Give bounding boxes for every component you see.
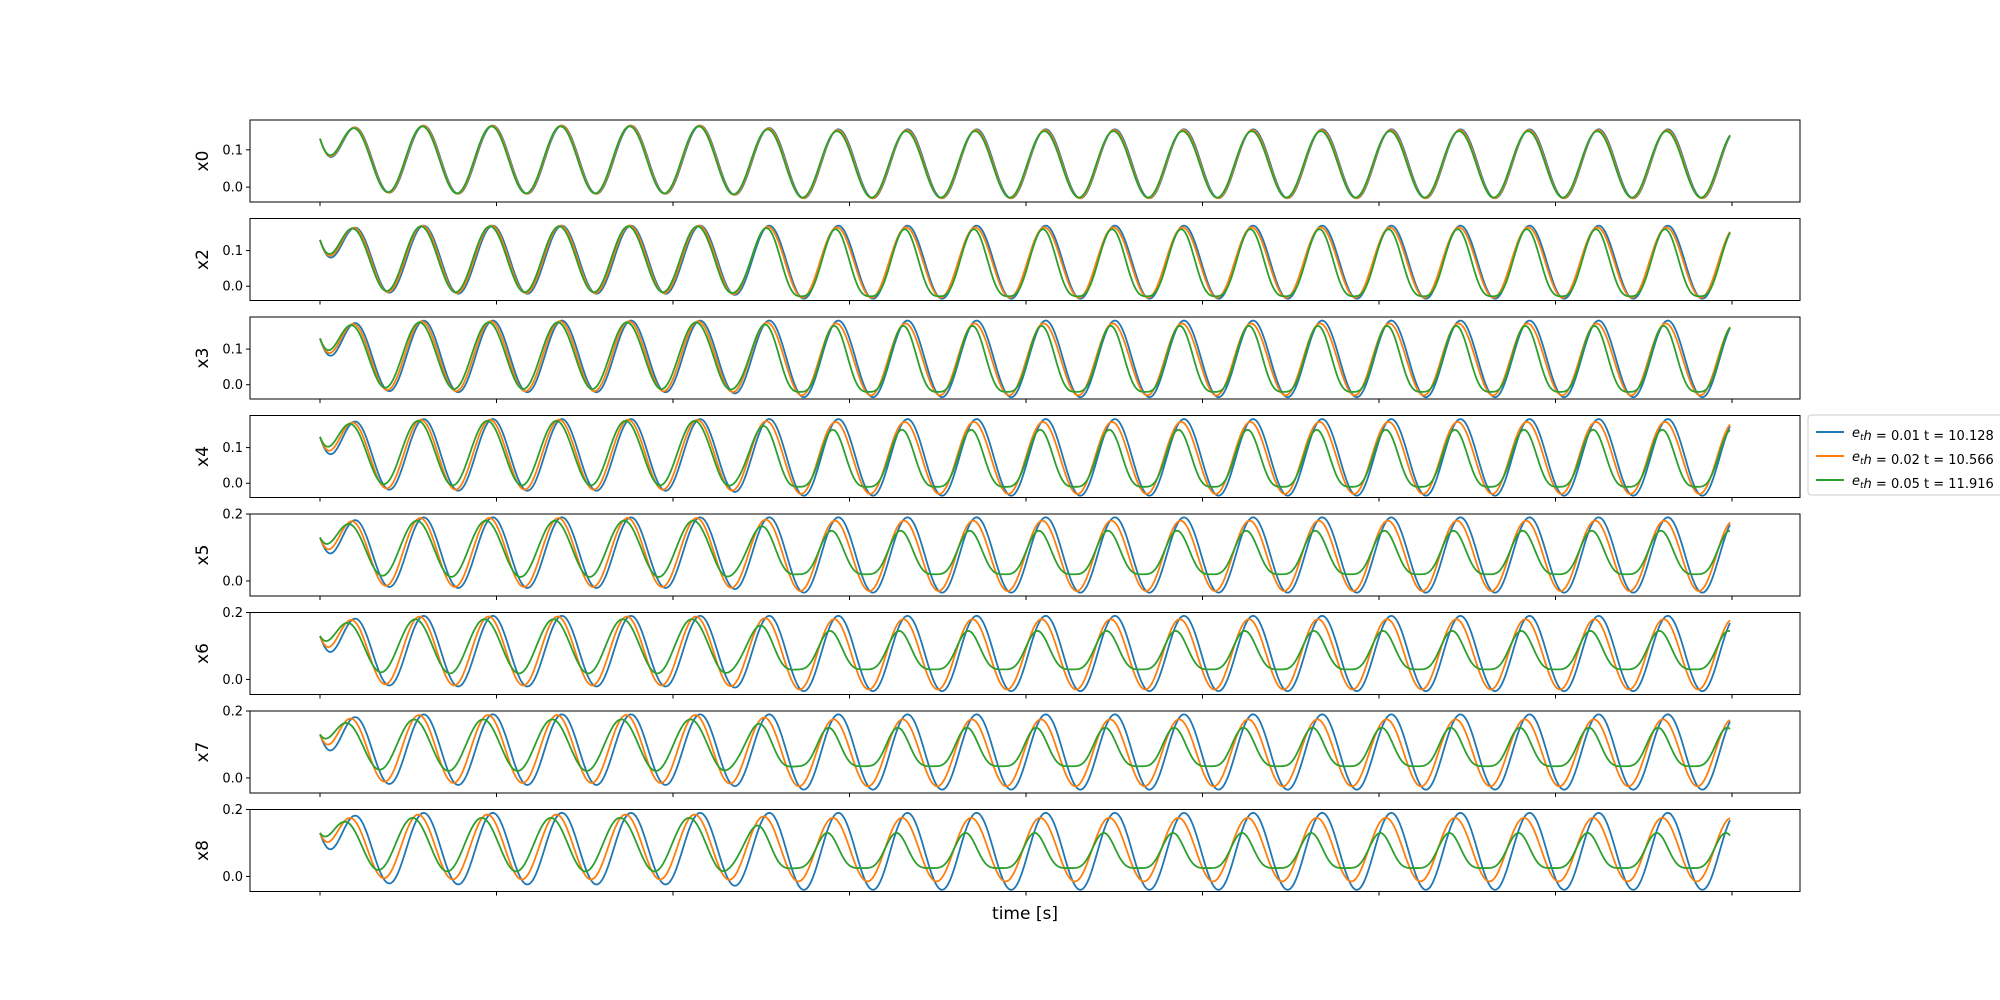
series-line-x7-2	[319, 718, 1731, 772]
subplot-x4: 0.0 0.1 x4	[193, 415, 1801, 502]
y-tick-label: 0.0	[222, 181, 243, 196]
y-tick-label: 0.2	[222, 705, 243, 720]
y-axis-label-x7: x7	[193, 742, 213, 763]
series-line-x4-0	[319, 418, 1731, 497]
series-line-x4-2	[319, 419, 1731, 488]
legend-entry-2: eth = 0.05 t = 11.916	[1852, 474, 1994, 492]
y-tick-label: 0.1	[222, 244, 243, 259]
y-axis-label-x5: x5	[193, 545, 213, 566]
y-axis-label-x6: x6	[193, 643, 213, 664]
y-axis-label-x8: x8	[193, 840, 213, 861]
series-line-x3-2	[319, 321, 1731, 393]
series-line-x0-1	[319, 124, 1731, 200]
y-tick-label: 0.2	[222, 508, 243, 523]
axes-frame	[249, 809, 1801, 892]
series-line-x5-0	[319, 516, 1731, 594]
y-tick-label: 0.2	[222, 803, 243, 818]
series-line-x0-0	[319, 124, 1731, 200]
series-line-x8-2	[319, 816, 1731, 873]
x-axis-label: time [s]	[992, 904, 1058, 924]
y-tick-label: 0.1	[222, 343, 243, 358]
y-tick-label: 0.0	[222, 771, 243, 786]
axes-frame	[249, 612, 1801, 695]
series-line-x6-0	[319, 614, 1731, 693]
series-line-x6-1	[319, 615, 1731, 691]
subplot-x5: 0.0 0.2 x5	[193, 508, 1801, 600]
axes-frame	[249, 218, 1801, 301]
subplot-x6: 0.0 0.2 x6	[193, 606, 1801, 699]
subplot-x8: 0.0 0.2 x8	[193, 803, 1801, 896]
axes-frame	[249, 513, 1801, 597]
subplot-x0: 0.0 0.1 x0	[193, 119, 1801, 206]
axes-frame	[249, 119, 1801, 203]
legend-entry-0: eth = 0.01 t = 10.128	[1852, 426, 1994, 444]
y-tick-label: 0.0	[222, 673, 243, 688]
y-tick-label: 0.2	[222, 606, 243, 621]
axes-frame	[249, 316, 1801, 400]
subplot-x3: 0.0 0.1 x3	[193, 316, 1801, 403]
subplot-x2: 0.0 0.1 x2	[193, 218, 1801, 305]
axes-frame	[249, 415, 1801, 498]
y-tick-label: 0.0	[222, 378, 243, 393]
y-tick-label: 0.0	[222, 870, 243, 885]
y-axis-label-x2: x2	[193, 249, 213, 270]
series-line-x6-2	[319, 618, 1731, 675]
y-tick-label: 0.0	[222, 280, 243, 295]
series-line-x3-1	[319, 320, 1731, 397]
y-axis-label-x4: x4	[193, 446, 213, 467]
subplot-x7: 0.0 0.2 x7	[193, 705, 1801, 797]
series-line-x7-1	[319, 714, 1731, 788]
series-line-x2-2	[319, 225, 1731, 298]
series-line-x4-1	[319, 418, 1731, 495]
axes-frame	[249, 710, 1801, 794]
legend: eth = 0.01 t = 10.128 eth = 0.02 t = 10.5…	[1807, 414, 2000, 496]
legend-box	[1807, 414, 2000, 496]
series-line-x5-2	[319, 519, 1731, 578]
y-tick-label: 0.0	[222, 574, 243, 589]
subplots-group: 0.0 0.1 x0 0.0 0.1 x2 0.0 0.1 x3 0.0 0.1 x4 0.0 0.2 x5…	[193, 119, 1801, 896]
y-axis-label-x3: x3	[193, 348, 213, 369]
y-tick-label: 0.1	[222, 143, 243, 158]
y-tick-label: 0.1	[222, 441, 243, 456]
legend-entry-1: eth = 0.02 t = 10.566	[1852, 450, 1994, 468]
y-axis-label-x0: x0	[193, 151, 213, 172]
y-tick-label: 0.0	[222, 477, 243, 492]
series-line-x0-2	[319, 125, 1731, 199]
